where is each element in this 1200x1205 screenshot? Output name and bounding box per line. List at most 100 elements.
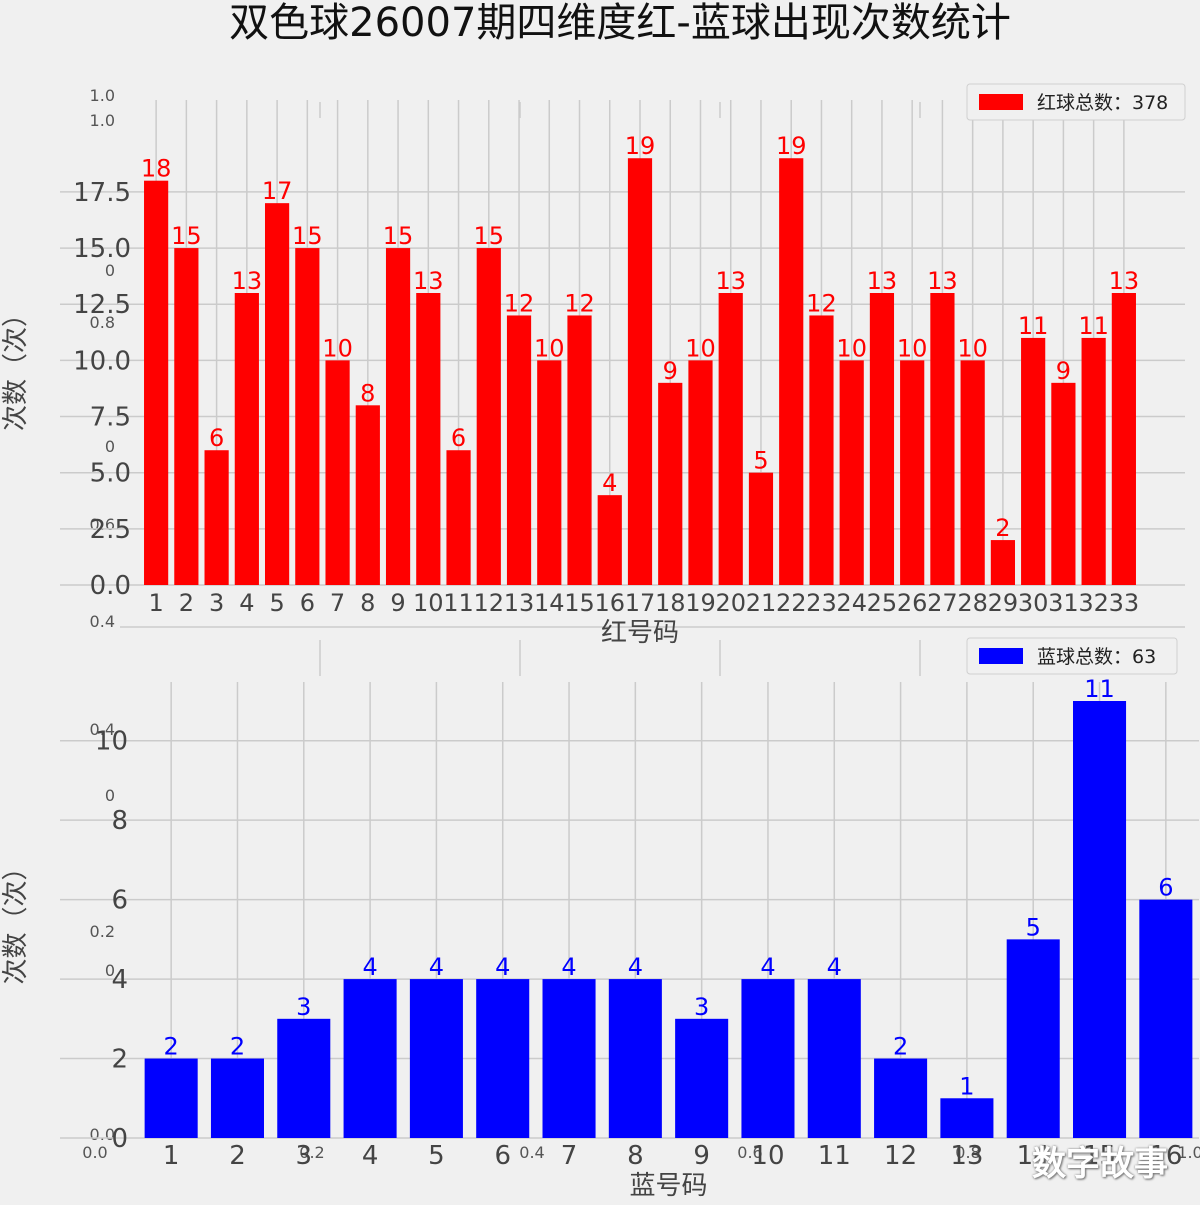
x-tick-label: 2	[179, 589, 194, 617]
x-axis-label: 蓝号码	[629, 1171, 707, 1201]
bar	[567, 315, 592, 585]
chart-title: 双色球26007期四维度红-蓝球出现次数统计	[229, 0, 1011, 46]
bar-value-label: 13	[232, 267, 263, 295]
legend-label: 蓝球总数：63	[1037, 646, 1156, 668]
bar	[1006, 939, 1060, 1138]
bar	[542, 979, 596, 1138]
x-tick-label: 14	[534, 589, 565, 617]
bar-value-label: 4	[561, 953, 576, 981]
ghost-y-tick-label: 1.0	[90, 111, 115, 130]
bar	[779, 158, 804, 585]
bar-value-label: 13	[927, 267, 958, 295]
bar-value-label: 15	[292, 222, 323, 250]
ghost-y-tick-label: 0	[105, 961, 115, 980]
bar	[809, 315, 834, 585]
bar	[990, 540, 1016, 585]
bar	[741, 979, 795, 1138]
x-tick-label: 21	[746, 589, 777, 617]
bar-value-label: 10	[685, 334, 716, 362]
x-tick-label: 9	[390, 589, 405, 617]
legend: 红球总数：378	[966, 83, 1186, 121]
ghost-y-tick-label: 1.0	[90, 86, 115, 105]
y-tick-label: 4	[111, 965, 128, 995]
x-tick-label: 32	[1078, 589, 1109, 617]
bar	[355, 405, 380, 585]
y-tick-label: 0.0	[90, 571, 131, 601]
bar-value-label: 18	[141, 155, 172, 183]
bar-value-label: 12	[504, 289, 535, 317]
ghost-y-tick-label: 0	[105, 261, 115, 280]
bar-value-label: 10	[534, 334, 565, 362]
ghost-y-tick-label: 0	[105, 786, 115, 805]
ghost-x-tick-label: 0.8	[955, 1143, 980, 1162]
x-tick-label: 14	[1017, 1141, 1050, 1171]
legend-box	[966, 637, 1178, 675]
bar	[343, 979, 397, 1138]
bar	[476, 979, 530, 1138]
bar-value-label: 9	[663, 357, 678, 385]
bar	[930, 293, 955, 585]
bar-value-label: 15	[474, 222, 505, 250]
bar	[1051, 382, 1076, 585]
bar	[204, 450, 229, 585]
legend: 蓝球总数：63	[966, 637, 1178, 675]
x-tick-label: 3	[209, 589, 224, 617]
bar	[295, 248, 320, 586]
bar-value-label: 5	[753, 447, 768, 475]
x-tick-label: 18	[655, 589, 686, 617]
x-tick-label: 5	[428, 1141, 445, 1171]
bar-value-label: 2	[893, 1033, 908, 1061]
ghost-x-tick-label: 1.0	[1177, 1143, 1200, 1162]
bar-value-label: 9	[1056, 357, 1071, 385]
y-axis-label: 次数（次）	[1, 301, 31, 431]
bar	[718, 293, 743, 585]
bar	[234, 293, 259, 585]
blue-ball-panel: 0246810212233444546474839410411212113514…	[1, 637, 1199, 1201]
background-axis-layer: 1.01.000.800.60.40.400.200.00.0 0.2 0.4 0.6…	[82, 86, 1200, 1162]
bar-value-label: 11	[1018, 312, 1049, 340]
bar-value-label: 15	[171, 222, 202, 250]
x-tick-label: 7	[561, 1141, 578, 1171]
x-tick-label: 33	[1109, 589, 1140, 617]
x-tick-label: 31	[1048, 589, 1079, 617]
bar-value-label: 10	[957, 334, 988, 362]
bar	[608, 979, 662, 1138]
bar	[658, 382, 683, 585]
x-tick-label: 12	[884, 1141, 917, 1171]
ghost-y-tick-label: 0.4	[90, 720, 115, 739]
bar-value-label: 8	[360, 379, 375, 407]
x-tick-label: 22	[776, 589, 807, 617]
ghost-x-tick-label: 0.4	[519, 1143, 544, 1162]
legend-box	[966, 83, 1186, 121]
bar-value-label: 6	[209, 424, 224, 452]
x-tick-label: 10	[751, 1141, 784, 1171]
bar	[385, 248, 411, 586]
bar-value-label: 11	[1084, 675, 1115, 703]
legend-swatch	[979, 94, 1023, 110]
bar	[748, 472, 774, 585]
watermark: 数字故事	[1032, 1144, 1168, 1184]
bar	[537, 360, 562, 585]
x-tick-label: 11	[443, 589, 474, 617]
legend-label: 红球总数：378	[1037, 92, 1168, 114]
bar	[1081, 337, 1106, 585]
bar	[900, 360, 925, 585]
y-tick-label: 7.5	[90, 403, 131, 433]
bar	[446, 450, 471, 585]
bar-value-label: 2	[995, 514, 1010, 542]
bar	[1073, 701, 1127, 1138]
x-tick-label: 20	[715, 589, 746, 617]
x-tick-label: 11	[818, 1141, 851, 1171]
bar-value-label: 3	[694, 993, 709, 1021]
x-tick-label: 25	[867, 589, 898, 617]
bar	[264, 203, 290, 585]
bar	[144, 1058, 198, 1138]
x-tick-label: 5	[269, 589, 284, 617]
bar	[506, 315, 532, 585]
y-tick-label: 10.0	[73, 346, 131, 376]
x-tick-label: 28	[957, 589, 988, 617]
bar-value-label: 5	[1026, 913, 1041, 941]
bar-value-label: 4	[495, 953, 510, 981]
